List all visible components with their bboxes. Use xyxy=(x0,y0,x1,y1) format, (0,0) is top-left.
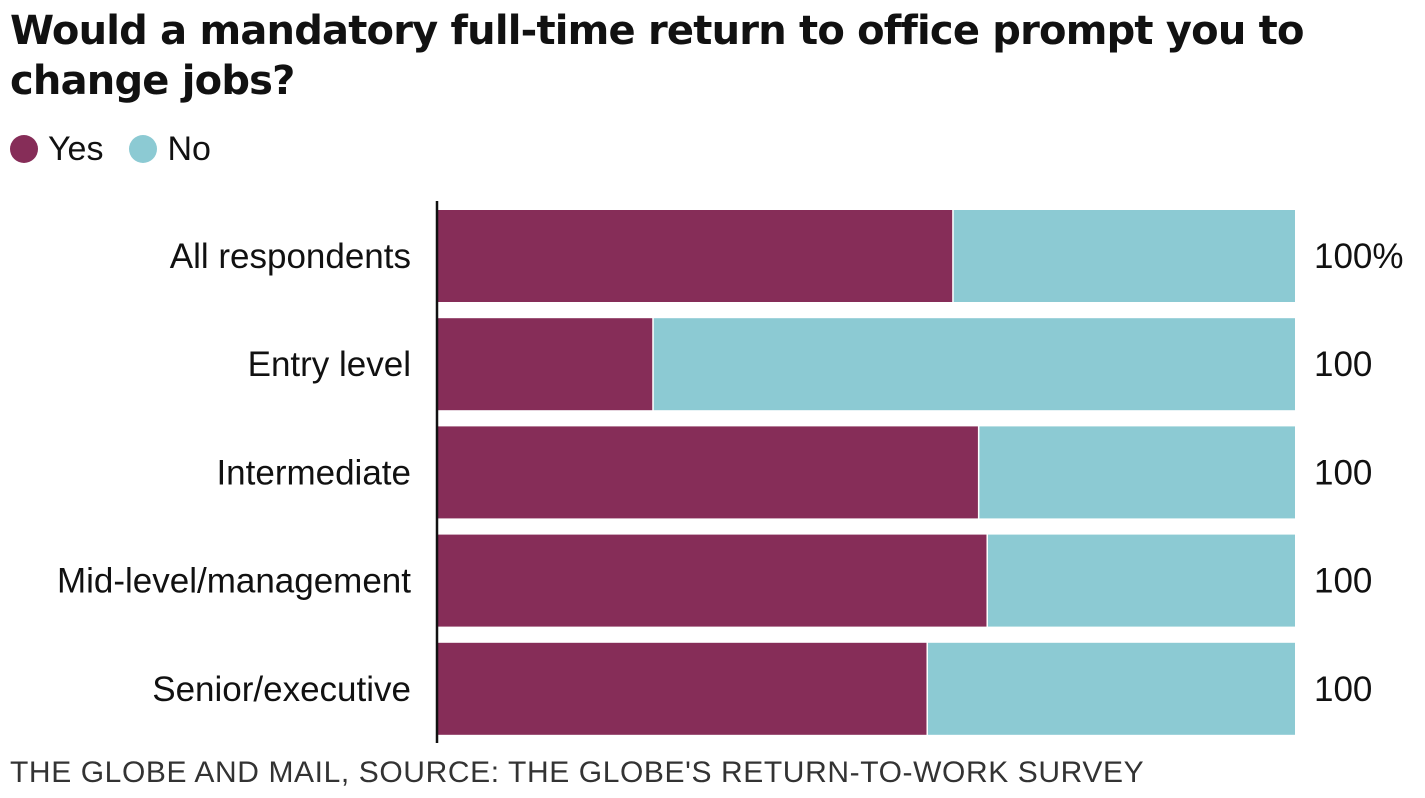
legend-swatch-no xyxy=(129,135,158,163)
bar-no-2 xyxy=(979,426,1295,519)
bar-yes-2 xyxy=(438,426,978,519)
category-label-1: Entry level xyxy=(248,345,411,384)
bar-no-4 xyxy=(927,642,1295,735)
bar-no-0 xyxy=(953,210,1295,302)
legend-swatch-yes xyxy=(10,135,38,163)
bar-no-3 xyxy=(987,534,1295,627)
bar-no-1 xyxy=(653,318,1295,411)
category-label-2: Intermediate xyxy=(216,453,411,492)
total-label-3: 100 xyxy=(1314,562,1372,601)
category-label-3: Mid-level/management xyxy=(57,562,411,601)
legend-item-no: No xyxy=(129,129,211,169)
legend: Yes No xyxy=(10,128,237,170)
category-label-4: Senior/executive xyxy=(152,670,411,709)
category-label-0: All respondents xyxy=(170,237,411,276)
source-credit: THE GLOBE AND MAIL, SOURCE: THE GLOBE'S … xyxy=(10,756,1145,789)
total-label-2: 100 xyxy=(1314,453,1372,492)
bar-yes-1 xyxy=(438,318,653,411)
bar-yes-0 xyxy=(438,210,953,302)
legend-label-no: No xyxy=(167,129,211,168)
total-label-1: 100 xyxy=(1314,345,1372,384)
total-label-4: 100 xyxy=(1314,670,1372,709)
legend-label-yes: Yes xyxy=(48,129,104,168)
legend-item-yes: Yes xyxy=(10,130,103,169)
chart-title: Would a mandatory full-time return to of… xyxy=(10,8,1304,104)
bar-yes-3 xyxy=(438,534,987,627)
bar-yes-4 xyxy=(438,642,927,735)
total-label-0: 100% xyxy=(1314,237,1404,276)
